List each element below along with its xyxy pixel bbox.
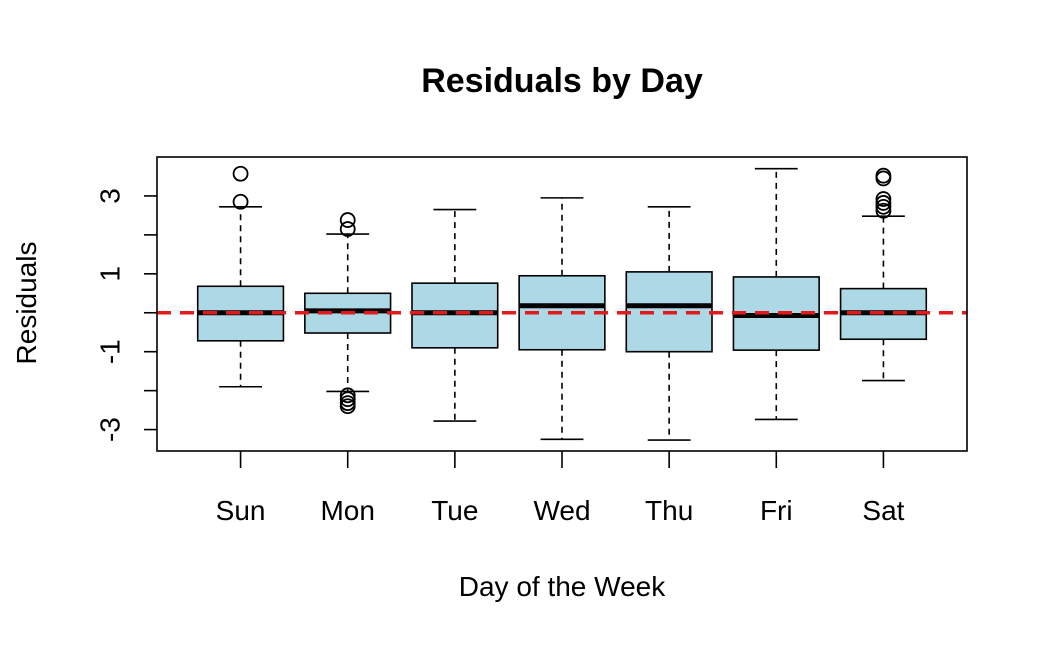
- outlier-sat-0: [875, 202, 892, 219]
- chart-title: Residuals by Day: [421, 62, 703, 100]
- y-axis-label: Residuals: [11, 242, 42, 365]
- outlier-sat-3: [875, 191, 892, 207]
- x-axis-label: Day of the Week: [459, 571, 666, 602]
- outlier-sun-1: [232, 165, 249, 182]
- outlier-mon-1: [339, 391, 356, 408]
- outlier-mon-5: [339, 212, 356, 228]
- x-tick-label-thu: Thu: [645, 495, 693, 526]
- outlier-mon-4: [339, 221, 356, 237]
- x-tick-label-tue: Tue: [431, 495, 478, 526]
- x-tick-label-mon: Mon: [320, 495, 374, 526]
- outlier-mon-0: [339, 387, 356, 404]
- plot-area: -3 -1 1 3 Sun Mon Tue Wed Thu Fri Sat: [95, 156, 968, 526]
- x-tick-label-sat: Sat: [862, 495, 904, 526]
- y-tick-label-2: -1: [95, 339, 126, 364]
- y-tick-label-6: 3: [95, 188, 126, 204]
- x-tick-label-wed: Wed: [533, 495, 590, 526]
- y-tick-label-4: 1: [95, 266, 126, 282]
- outlier-sat-1: [875, 198, 892, 215]
- outlier-sun-0: [232, 193, 249, 210]
- outlier-mon-3: [339, 398, 356, 415]
- outlier-sat-2: [875, 195, 892, 211]
- outlier-sat-5: [875, 167, 892, 184]
- x-tick-label-sun: Sun: [216, 495, 266, 526]
- x-tick-label-fri: Fri: [760, 495, 793, 526]
- y-tick-label-0: -3: [95, 417, 126, 442]
- box-tue: [411, 282, 499, 349]
